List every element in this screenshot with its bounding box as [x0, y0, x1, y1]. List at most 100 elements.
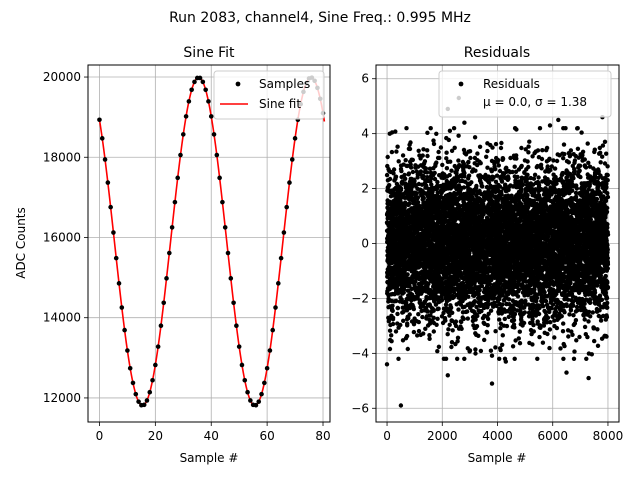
sample-point — [97, 117, 102, 122]
sample-point — [237, 344, 242, 349]
sample-point — [268, 348, 273, 353]
sample-point — [106, 180, 111, 185]
residual-point — [468, 348, 472, 352]
residual-point — [448, 323, 452, 327]
residual-point — [405, 272, 409, 276]
sample-point — [125, 348, 130, 353]
y-tick-label: 20000 — [43, 70, 81, 84]
residual-point — [468, 156, 472, 160]
sample-point — [279, 256, 284, 261]
residual-point — [433, 171, 437, 175]
sine-fit-x-label: Sample # — [180, 451, 239, 465]
x-tick-label: 60 — [259, 429, 274, 443]
residual-point — [395, 145, 399, 149]
sample-point — [262, 381, 267, 386]
residual-point — [448, 160, 452, 164]
sample-point — [223, 225, 228, 230]
residual-point — [434, 132, 438, 136]
sample-point — [256, 399, 261, 404]
residual-point — [425, 175, 429, 179]
sample-point — [170, 225, 175, 230]
residual-point — [475, 151, 479, 155]
residual-point — [514, 127, 518, 131]
residual-point — [448, 173, 452, 177]
residual-point — [456, 336, 460, 340]
residual-point — [489, 349, 493, 353]
residual-point — [390, 304, 394, 308]
residual-point — [391, 322, 395, 326]
sine-fit-title: Sine Fit — [183, 45, 235, 61]
sine-fit-line-group — [99, 77, 324, 405]
residual-point — [462, 357, 466, 361]
residual-point — [456, 134, 460, 138]
residual-point — [448, 129, 452, 133]
residual-point — [473, 135, 477, 139]
residual-point — [490, 354, 494, 358]
legend-sine-fit-label: Sine fit — [259, 97, 301, 111]
residual-point — [435, 317, 439, 321]
residual-point — [402, 173, 406, 177]
residual-point — [475, 324, 479, 328]
sine-fit-y-label: ADC Counts — [14, 207, 28, 279]
residual-point — [416, 200, 420, 204]
x-tick-label: 80 — [315, 429, 330, 443]
residual-point — [393, 129, 397, 133]
residual-point — [408, 312, 412, 316]
residual-point — [466, 160, 470, 164]
residual-point — [419, 169, 423, 173]
residual-point — [511, 344, 515, 348]
residual-point — [432, 329, 436, 333]
residual-point — [390, 150, 394, 154]
residual-point — [498, 348, 502, 352]
residual-point — [417, 320, 421, 324]
sample-point — [136, 399, 141, 404]
sample-point — [226, 251, 231, 256]
residual-point — [479, 161, 483, 165]
residual-point — [405, 334, 409, 338]
sample-point — [153, 363, 158, 368]
sample-point — [217, 176, 222, 181]
residual-point — [466, 316, 470, 320]
residual-point — [394, 299, 398, 303]
residual-point — [398, 323, 402, 327]
residual-point — [467, 165, 471, 169]
residual-point — [427, 337, 431, 341]
residual-point — [421, 147, 425, 151]
residual-point — [401, 319, 405, 323]
residual-point — [446, 327, 450, 331]
residual-point — [417, 149, 421, 153]
sample-point — [164, 276, 169, 281]
residual-point — [485, 330, 489, 334]
residual-point — [394, 149, 398, 153]
sample-point — [189, 88, 194, 93]
residual-point — [408, 147, 412, 151]
residual-point — [468, 149, 472, 153]
residual-point — [412, 330, 416, 334]
residual-point — [513, 312, 517, 316]
residual-point — [447, 138, 451, 142]
residual-point — [392, 167, 396, 171]
sample-point — [159, 323, 164, 328]
residual-point — [405, 323, 409, 327]
sample-point — [167, 251, 172, 256]
residual-point — [512, 325, 516, 329]
residual-point — [408, 140, 412, 144]
sample-point — [287, 180, 292, 185]
residual-point — [436, 307, 440, 311]
residual-point — [388, 347, 392, 351]
residual-point — [421, 174, 425, 178]
residual-point — [493, 167, 497, 171]
residual-point — [517, 336, 521, 340]
residual-point — [459, 327, 463, 331]
y-tick-label: 12000 — [43, 391, 81, 405]
residual-point — [396, 306, 400, 310]
residual-point — [389, 333, 393, 337]
residual-point — [493, 345, 497, 349]
sample-point — [120, 305, 125, 310]
residual-point — [409, 165, 413, 169]
sample-point — [156, 344, 161, 349]
residual-point — [473, 169, 477, 173]
residual-point — [473, 351, 477, 355]
sample-point — [276, 281, 281, 286]
residual-point — [422, 196, 426, 200]
